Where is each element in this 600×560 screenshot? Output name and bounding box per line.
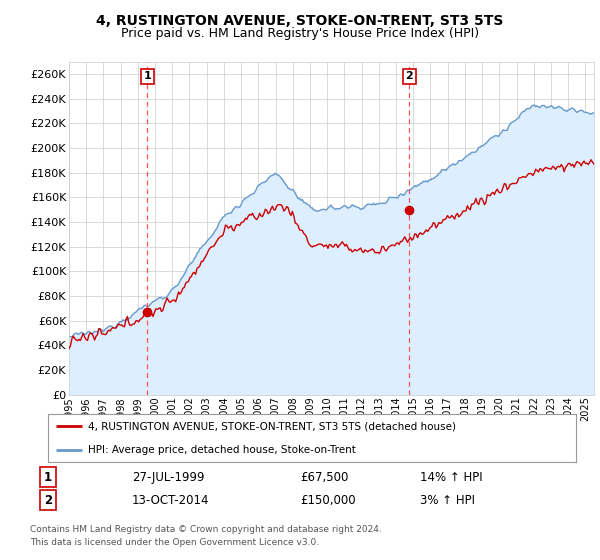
Text: £67,500: £67,500: [300, 470, 349, 484]
Text: 2: 2: [406, 72, 413, 81]
Text: 1: 1: [44, 470, 52, 484]
Text: HPI: Average price, detached house, Stoke-on-Trent: HPI: Average price, detached house, Stok…: [88, 445, 355, 455]
Text: 2: 2: [44, 493, 52, 507]
Text: 4, RUSTINGTON AVENUE, STOKE-ON-TRENT, ST3 5TS: 4, RUSTINGTON AVENUE, STOKE-ON-TRENT, ST…: [97, 14, 503, 28]
Text: 1: 1: [143, 72, 151, 81]
Text: 3% ↑ HPI: 3% ↑ HPI: [420, 493, 475, 507]
Text: Contains HM Land Registry data © Crown copyright and database right 2024.: Contains HM Land Registry data © Crown c…: [30, 525, 382, 534]
Text: Price paid vs. HM Land Registry's House Price Index (HPI): Price paid vs. HM Land Registry's House …: [121, 27, 479, 40]
Text: £150,000: £150,000: [300, 493, 356, 507]
Text: This data is licensed under the Open Government Licence v3.0.: This data is licensed under the Open Gov…: [30, 538, 319, 547]
Text: 13-OCT-2014: 13-OCT-2014: [132, 493, 209, 507]
Text: 4, RUSTINGTON AVENUE, STOKE-ON-TRENT, ST3 5TS (detached house): 4, RUSTINGTON AVENUE, STOKE-ON-TRENT, ST…: [88, 421, 455, 431]
Text: 27-JUL-1999: 27-JUL-1999: [132, 470, 205, 484]
Text: 14% ↑ HPI: 14% ↑ HPI: [420, 470, 482, 484]
